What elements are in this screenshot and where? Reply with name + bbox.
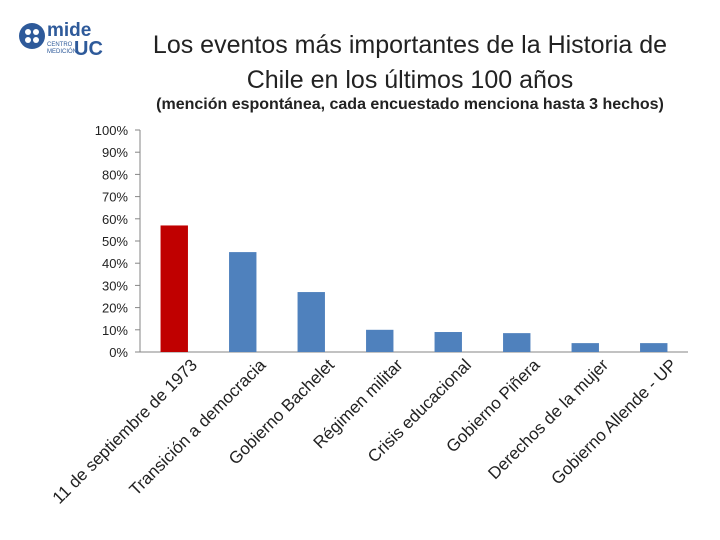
y-tick-label: 40%	[102, 256, 128, 271]
chart-title-line-2: Chile en los últimos 100 años	[246, 66, 574, 94]
x-tick-label: Derechos de la mujer	[484, 355, 612, 483]
mide-uc-logo-icon	[19, 23, 45, 49]
logo-uc-text: UC	[74, 38, 103, 60]
bar	[297, 292, 325, 352]
x-tick-label: Gobierno Allende - UP	[548, 355, 681, 488]
y-tick-label: 10%	[102, 323, 128, 338]
bar	[366, 329, 394, 352]
x-tick-label: Transición a democracia	[126, 355, 270, 499]
y-tick-label: 80%	[102, 167, 128, 182]
y-tick-label: 70%	[102, 190, 128, 205]
bars	[160, 225, 668, 352]
logo-small-line-1: CENTRO	[47, 42, 73, 48]
bar	[640, 343, 668, 352]
chart-title: Los eventos más importantes de la Histor…	[110, 28, 710, 98]
bar	[434, 332, 462, 352]
y-tick-label: 100%	[95, 123, 129, 138]
logo-mark-text: mide	[47, 20, 91, 41]
y-tick-label: 30%	[102, 278, 128, 293]
bar	[503, 333, 531, 352]
y-tick-label: 90%	[102, 145, 128, 160]
y-tick-label: 60%	[102, 212, 128, 227]
bar	[571, 343, 599, 352]
x-tick-label: 11 de septiembre de 1973	[49, 355, 201, 507]
chart-title-line-1: Los eventos más importantes de la Histor…	[152, 31, 668, 59]
logo-small-line-2: MEDICIÓN	[47, 48, 77, 55]
y-tick-label: 50%	[102, 234, 128, 249]
y-tick-label: 20%	[102, 301, 128, 316]
y-tick-label: 0%	[109, 345, 128, 360]
chart-subtitle: (mención espontánea, cada encuestado men…	[156, 96, 664, 113]
mide-uc-logo: mide CENTRO MEDICIÓN UC	[12, 14, 104, 66]
bar	[160, 225, 188, 352]
bar	[229, 252, 257, 352]
